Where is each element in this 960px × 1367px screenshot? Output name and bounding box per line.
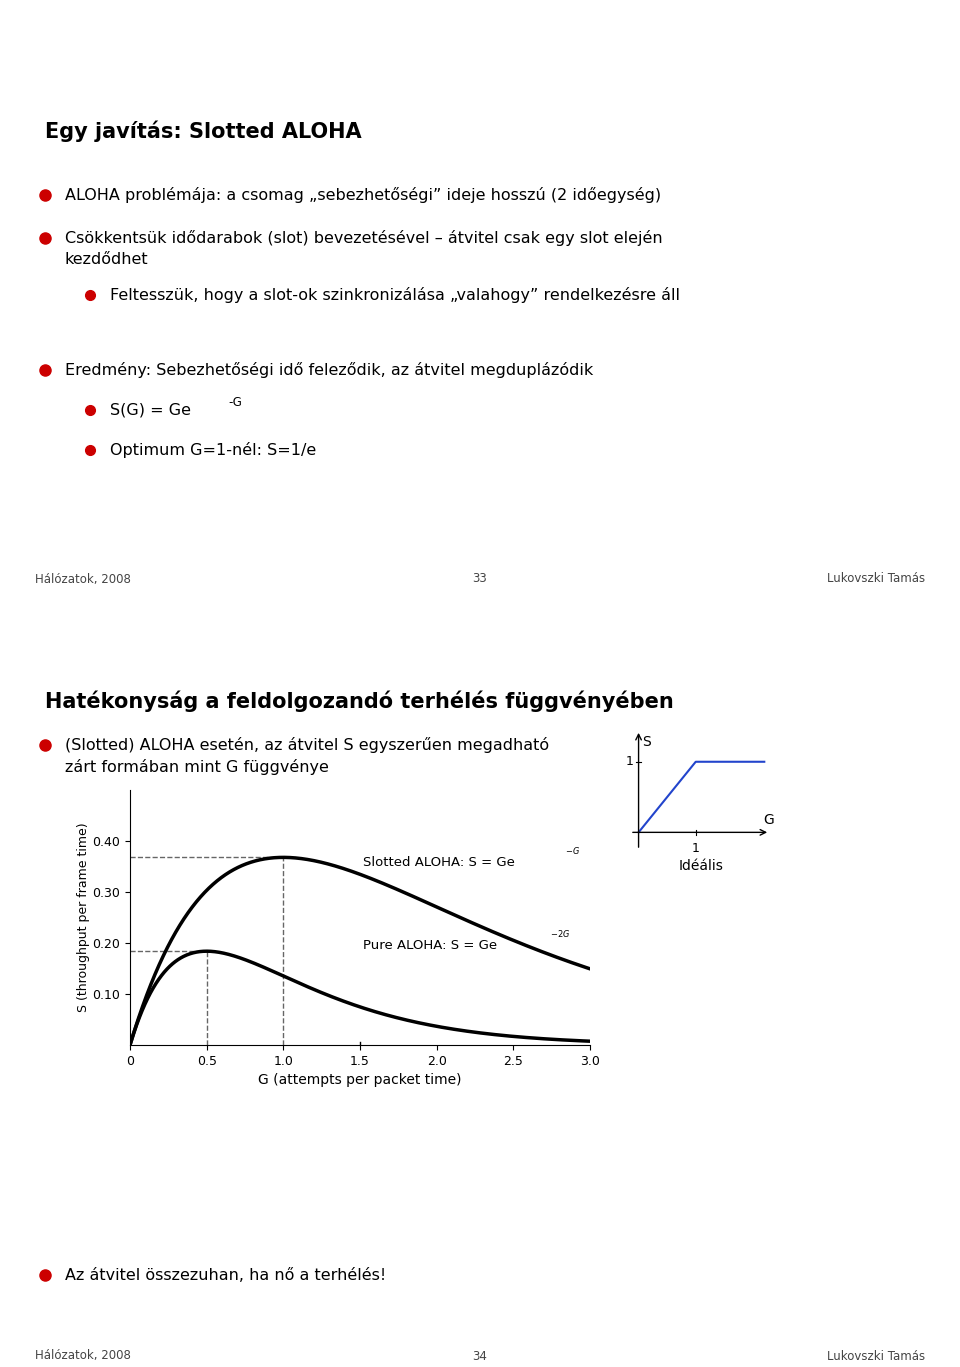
Text: Hálózatok, 2008: Hálózatok, 2008 (35, 1349, 131, 1363)
Text: ALOHA problémája: a csomag „sebezhetőségi” ideje hosszú (2 időegység): ALOHA problémája: a csomag „sebezhetőség… (65, 187, 661, 204)
Text: $^{-G}$: $^{-G}$ (565, 848, 581, 860)
Text: Az átvitel összezuhan, ha nő a terhélés!: Az átvitel összezuhan, ha nő a terhélés! (65, 1267, 386, 1282)
Text: 1: 1 (626, 755, 634, 768)
Text: Idéális: Idéális (679, 860, 724, 874)
Text: Lukovszki Tamás: Lukovszki Tamás (827, 1349, 925, 1363)
Text: Hatékonyság a feldolgozandó terhélés függvényében: Hatékonyság a feldolgozandó terhélés füg… (45, 690, 674, 711)
Text: S: S (642, 735, 651, 749)
Text: 1: 1 (692, 842, 700, 854)
Text: 33: 33 (472, 573, 488, 585)
Text: Optimum G=1-nél: S=1/e: Optimum G=1-nél: S=1/e (110, 442, 316, 458)
Text: kezdődhet: kezdődhet (65, 253, 149, 268)
Y-axis label: S (throughput per frame time): S (throughput per frame time) (77, 823, 89, 1013)
Text: Feltesszük, hogy a slot-ok szinkronizálása „valahogy” rendelkezésre áll: Feltesszük, hogy a slot-ok szinkronizálá… (110, 287, 680, 303)
Text: Slotted ALOHA: S = Ge: Slotted ALOHA: S = Ge (363, 856, 515, 869)
Text: Lukovszki Tamás: Lukovszki Tamás (827, 573, 925, 585)
Text: S(G) = Ge: S(G) = Ge (110, 402, 191, 417)
Text: Csökkentsük idődarabok (slot) bevezetésével – átvitel csak egy slot elején: Csökkentsük idődarabok (slot) bevezetésé… (65, 230, 662, 246)
Text: Hálózatok, 2008: Hálózatok, 2008 (35, 573, 131, 585)
Text: Pure ALOHA: S = Ge: Pure ALOHA: S = Ge (363, 939, 497, 951)
Text: (Slotted) ALOHA esetén, az átvitel S egyszerűen megadható: (Slotted) ALOHA esetén, az átvitel S egy… (65, 737, 549, 753)
Text: Eredmény: Sebezhetőségi idő feleződik, az átvitel megduplázódik: Eredmény: Sebezhetőségi idő feleződik, a… (65, 362, 593, 379)
Text: $^{-2G}$: $^{-2G}$ (550, 931, 570, 943)
Text: Egy javítás: Slotted ALOHA: Egy javítás: Slotted ALOHA (45, 120, 362, 142)
X-axis label: G (attempts per packet time): G (attempts per packet time) (258, 1073, 462, 1087)
Text: 34: 34 (472, 1349, 488, 1363)
Text: G: G (763, 813, 774, 827)
Text: -G: -G (228, 396, 242, 410)
Text: zárt formában mint G függvénye: zárt formában mint G függvénye (65, 759, 329, 775)
